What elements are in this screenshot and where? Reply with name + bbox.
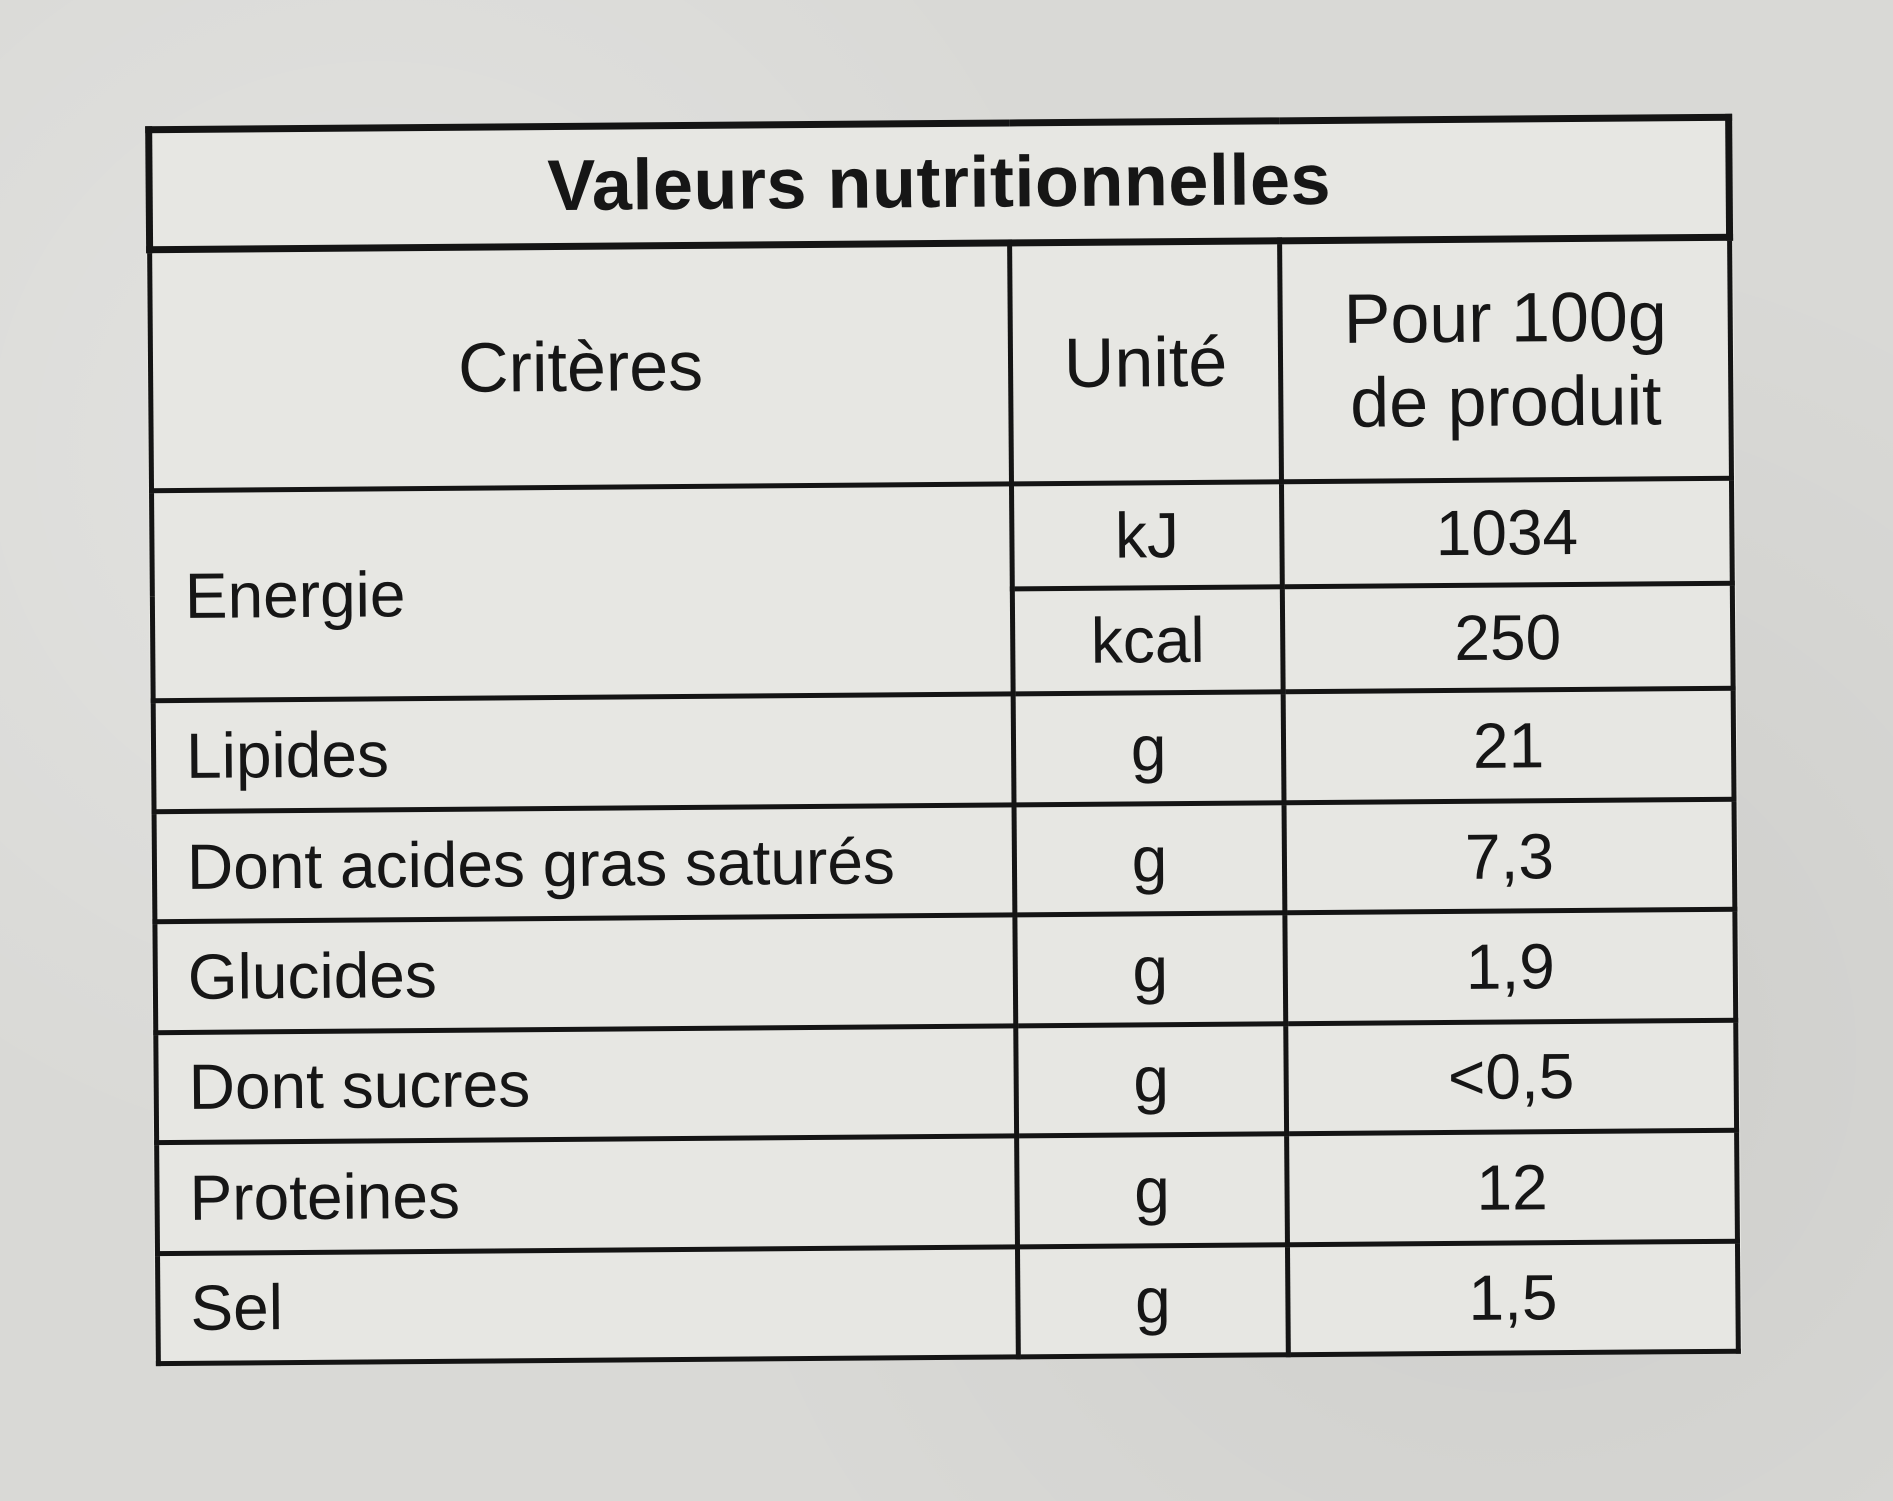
table-row: Lipides g 21 — [153, 688, 1735, 812]
row-criteria: Glucides — [154, 915, 1016, 1033]
energy-label: Energie — [151, 483, 1014, 702]
table-row: Proteines g 12 — [156, 1130, 1738, 1254]
row-criteria: Sel — [157, 1246, 1019, 1364]
row-value: 1,9 — [1284, 909, 1736, 1024]
header-criteria: Critères — [149, 242, 1012, 491]
table-row: Sel g 1,5 — [157, 1240, 1739, 1364]
energy-kcal-value: 250 — [1282, 583, 1734, 693]
row-criteria: Proteines — [156, 1136, 1018, 1254]
row-unit: g — [1013, 692, 1285, 805]
row-unit: g — [1017, 1244, 1289, 1357]
row-criteria: Dont acides gras saturés — [154, 804, 1015, 922]
nutrition-table: Valeurs nutritionnelles Critères Unité P… — [145, 113, 1742, 1367]
row-value: 12 — [1286, 1130, 1738, 1245]
table-row: Dont acides gras saturés g 7,3 — [154, 799, 1735, 922]
row-value: <0,5 — [1285, 1019, 1737, 1134]
table-row: Dont sucres g <0,5 — [155, 1019, 1737, 1143]
energy-kj-unit: kJ — [1011, 481, 1283, 590]
table-row: Energie kJ 1034 — [151, 478, 1733, 702]
table-row: Glucides g 1,9 — [154, 909, 1736, 1033]
header-per-100g: Pour 100g de produit — [1279, 236, 1732, 482]
nutrition-label: Valeurs nutritionnelles Critères Unité P… — [145, 113, 1742, 1367]
row-value: 1,5 — [1287, 1240, 1739, 1355]
row-criteria: Lipides — [153, 694, 1015, 812]
header-unit: Unité — [1009, 240, 1282, 484]
row-criteria: Dont sucres — [155, 1025, 1017, 1143]
energy-kcal-unit: kcal — [1012, 586, 1284, 695]
row-unit: g — [1016, 1133, 1288, 1247]
row-unit: g — [1014, 913, 1286, 1026]
header-per-100g-line1: Pour 100g — [1343, 277, 1668, 359]
title-row: Valeurs nutritionnelles — [148, 117, 1730, 250]
row-unit: g — [1014, 802, 1285, 916]
table-title: Valeurs nutritionnelles — [148, 117, 1730, 250]
header-per-100g-line2: de produit — [1349, 361, 1662, 443]
energy-kj-value: 1034 — [1281, 478, 1733, 587]
row-value: 21 — [1283, 688, 1735, 803]
row-value: 7,3 — [1284, 799, 1735, 914]
header-row: Critères Unité Pour 100g de produit — [149, 236, 1732, 491]
row-unit: g — [1015, 1023, 1287, 1137]
